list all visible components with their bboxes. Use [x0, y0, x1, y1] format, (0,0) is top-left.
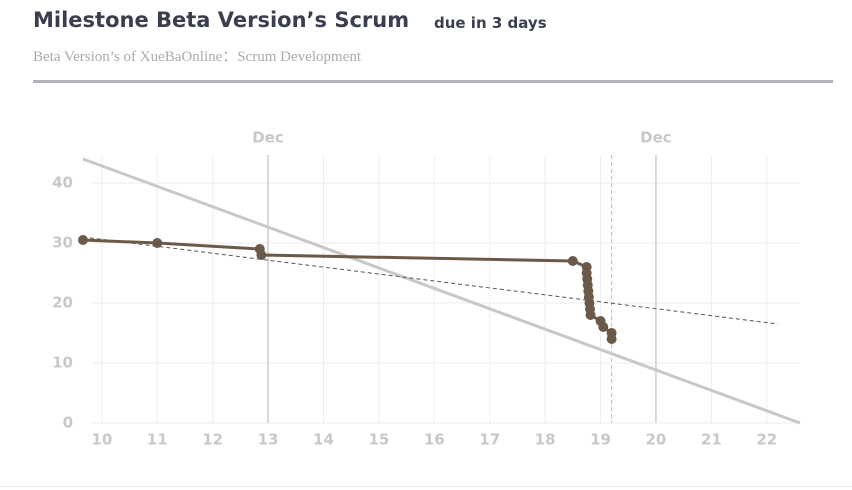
x-tick-label: 19	[590, 431, 611, 449]
title: Milestone Beta Version’s Scrum	[33, 8, 410, 32]
x-tick-label: 15	[368, 431, 389, 449]
x-tick-label: 22	[756, 431, 777, 449]
y-tick-label: 0	[63, 414, 73, 432]
x-tick-label: 16	[424, 431, 445, 449]
series-line	[82, 236, 778, 325]
series-line	[82, 157, 801, 425]
y-tick-label: 10	[52, 354, 73, 372]
x-tick-label: 11	[147, 431, 168, 449]
point	[256, 250, 267, 260]
point	[585, 310, 596, 320]
month-label: Dec	[252, 129, 284, 147]
subtitle: Beta Version’s of XueBaOnline：Scrum Deve…	[33, 49, 361, 65]
x-tick-label: 18	[535, 431, 556, 449]
x-tick-label: 13	[258, 431, 279, 449]
x-tick-label: 14	[313, 431, 334, 449]
point	[567, 256, 578, 266]
x-tick-label: 20	[645, 431, 666, 449]
x-tick-label: 21	[701, 431, 722, 449]
point	[78, 235, 88, 245]
point	[606, 334, 617, 344]
y-tick-label: 20	[52, 294, 73, 312]
point	[598, 322, 609, 332]
point	[152, 238, 163, 248]
x-tick-label: 12	[202, 431, 223, 449]
y-tick-label: 30	[52, 234, 73, 252]
y-tick-label: 40	[52, 174, 73, 192]
x-tick-label: 10	[91, 431, 112, 449]
header-rule	[33, 80, 833, 83]
footer-rule	[0, 486, 852, 487]
month-label: Dec	[640, 129, 672, 147]
x-tick-label: 17	[479, 431, 500, 449]
due-label: due in 3 days	[434, 14, 547, 32]
